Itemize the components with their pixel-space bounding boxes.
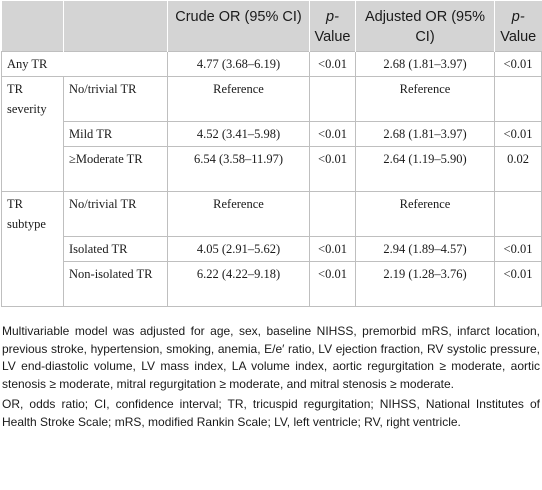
row-label: No/trivial TR <box>63 191 168 237</box>
adjusted-or-cell: 2.64 (1.19–5.90) <box>355 146 495 192</box>
row-label: Any TR <box>1 51 168 77</box>
p-value-cell: <0.01 <box>494 121 542 147</box>
p-value-cell <box>309 191 356 237</box>
table-footnotes: Multivariable model was adjusted for age… <box>2 323 540 431</box>
footnote-abbreviations: OR, odds ratio; CI, confidence interval;… <box>2 397 540 429</box>
p-value-cell: <0.01 <box>494 261 542 307</box>
row-label: Isolated TR <box>63 236 168 262</box>
p-value-cell: <0.01 <box>309 146 356 192</box>
group-label-subtype: TR subtype <box>1 191 64 307</box>
header-p-value-adjusted: p- Value <box>494 1 542 52</box>
header-p-label: p- <box>326 9 339 25</box>
crude-or-cell: 4.05 (2.91–5.62) <box>167 236 310 262</box>
adjusted-or-cell: 2.68 (1.81–3.97) <box>355 51 495 77</box>
p-value-cell: <0.01 <box>309 236 356 262</box>
header-value-label: Value <box>500 29 537 45</box>
crude-or-cell: 4.52 (3.41–5.98) <box>167 121 310 147</box>
header-p-value-crude: p- Value <box>309 1 356 52</box>
row-label: Mild TR <box>63 121 168 147</box>
p-value-cell: <0.01 <box>494 51 542 77</box>
table-row-severity-none: TR severity No/trivial TR Reference Refe… <box>1 76 542 192</box>
p-value-cell <box>309 76 356 122</box>
adjusted-or-cell: 2.94 (1.89–4.57) <box>355 236 495 262</box>
row-label: Non-isolated TR <box>63 261 168 307</box>
footnote-model: Multivariable model was adjusted for age… <box>2 324 540 391</box>
adjusted-or-cell: 2.19 (1.28–3.76) <box>355 261 495 307</box>
table-row-subtype-isolated: Isolated TR 4.05 (2.91–5.62) <0.01 2.94 … <box>2 236 542 262</box>
crude-or-cell: 6.22 (4.22–9.18) <box>167 261 310 307</box>
crude-or-cell: 4.77 (3.68–6.19) <box>167 51 310 77</box>
table-row-any-tr: Any TR 4.77 (3.68–6.19) <0.01 2.68 (1.81… <box>1 51 542 77</box>
crude-or-cell: 6.54 (3.58–11.97) <box>167 146 310 192</box>
group-label-severity: TR severity <box>1 76 64 192</box>
crude-or-cell: Reference <box>167 76 310 122</box>
adjusted-or-cell: Reference <box>355 191 495 237</box>
header-p-label: p- <box>511 9 525 25</box>
p-value-cell: <0.01 <box>309 261 356 307</box>
header-value-label: Value <box>314 29 351 45</box>
table-row-severity-mild: Mild TR 4.52 (3.41–5.98) <0.01 2.68 (1.8… <box>2 121 542 147</box>
header-blank-cell <box>63 1 168 52</box>
table-header-row: Crude OR (95% CI) p- Value Adjusted OR (9… <box>1 1 542 52</box>
p-value-cell: <0.01 <box>494 236 542 262</box>
p-value-cell <box>494 191 542 237</box>
p-value-cell: <0.01 <box>309 51 356 77</box>
header-blank-cell <box>1 1 64 52</box>
p-value-cell: <0.01 <box>309 121 356 147</box>
table-row-subtype-non-isolated: Non-isolated TR 6.22 (4.22–9.18) <0.01 2… <box>2 261 542 307</box>
crude-or-cell: Reference <box>167 191 310 237</box>
p-value-cell: 0.02 <box>494 146 542 192</box>
row-label: No/trivial TR <box>63 76 168 122</box>
row-label: ≥Moderate TR <box>63 146 168 192</box>
table-row-severity-moderate: ≥Moderate TR 6.54 (3.58–11.97) <0.01 2.6… <box>2 146 542 192</box>
adjusted-or-cell: 2.68 (1.81–3.97) <box>355 121 495 147</box>
odds-ratio-table: Crude OR (95% CI) p- Value Adjusted OR (9… <box>1 1 542 307</box>
header-adjusted-or: Adjusted OR (95% CI) <box>355 1 495 52</box>
table-row-subtype-none: TR subtype No/trivial TR Reference Refer… <box>1 191 542 307</box>
p-value-cell <box>494 76 542 122</box>
adjusted-or-cell: Reference <box>355 76 495 122</box>
header-crude-or: Crude OR (95% CI) <box>167 1 310 52</box>
